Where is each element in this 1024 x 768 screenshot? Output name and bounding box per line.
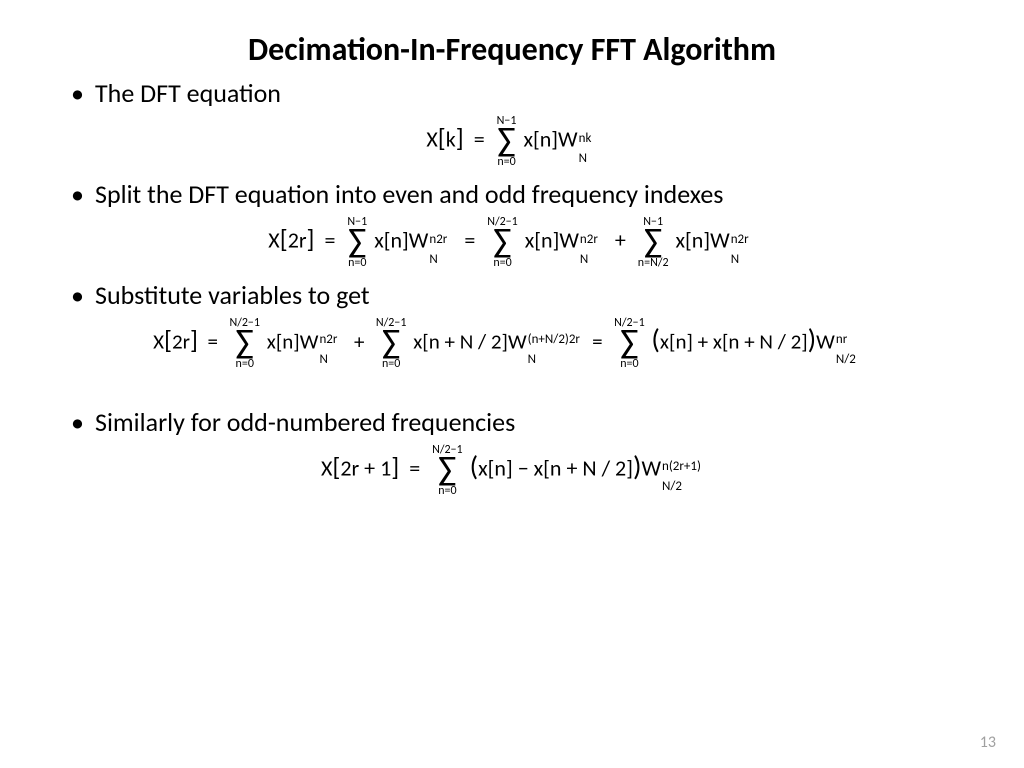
bullet-2: Split the DFT equation into even and odd… xyxy=(95,178,989,210)
page-number: 13 xyxy=(980,733,996,752)
bullet-list-4: Similarly for odd-numbered frequencies xyxy=(35,406,989,438)
equation-substitute: X[2r] = N/2−1 ∑ n=0 x[n]Wn2rN + N/2−1 ∑ … xyxy=(25,317,989,370)
sum-symbol: N−1 ∑ n=0 xyxy=(497,115,517,168)
op-eq: = xyxy=(474,126,485,153)
slide-title: Decimation-In-Frequency FFT Algorithm xyxy=(35,30,989,69)
var-X: X xyxy=(426,126,437,153)
sup-nk: nk xyxy=(579,131,592,146)
equation-odd: X[2r + 1] = N/2−1 ∑ n=0 (x[n] − x[n + N … xyxy=(35,444,989,497)
sub-N: N xyxy=(579,151,587,166)
sum-symbol: N/2−1 ∑ n=0 xyxy=(487,216,518,269)
sum-lower: n=0 xyxy=(497,156,517,168)
equation-dft: X[k] = N−1 ∑ n=0 x[n]WnkN xyxy=(35,115,989,168)
sum-symbol: N−1 ∑ n=N/2 xyxy=(638,216,669,269)
equation-split: X[2r] = N−1 ∑ n=0 x[n]Wn2rN = N/2−1 ∑ n=… xyxy=(35,216,989,269)
var-W: W xyxy=(558,126,578,153)
var-2r: 2r xyxy=(288,227,307,254)
term-xn: x[n] xyxy=(523,126,558,153)
op-plus: + xyxy=(615,227,626,254)
bullet-1: The DFT equation xyxy=(95,77,989,109)
slide: Decimation-In-Frequency FFT Algorithm Th… xyxy=(0,0,1024,768)
var-X: X xyxy=(268,227,279,254)
bullet-list-2: Split the DFT equation into even and odd… xyxy=(35,178,989,210)
op-eq: = xyxy=(324,227,335,254)
bullet-3: Substitute variables to get xyxy=(95,279,989,311)
op-eq: = xyxy=(464,227,475,254)
var-k: k xyxy=(446,126,456,153)
bullet-4: Similarly for odd-numbered frequencies xyxy=(95,406,989,438)
sum-symbol: N−1 ∑ n=0 xyxy=(347,216,367,269)
bullet-list: The DFT equation xyxy=(35,77,989,109)
bullet-list-3: Substitute variables to get xyxy=(35,279,989,311)
